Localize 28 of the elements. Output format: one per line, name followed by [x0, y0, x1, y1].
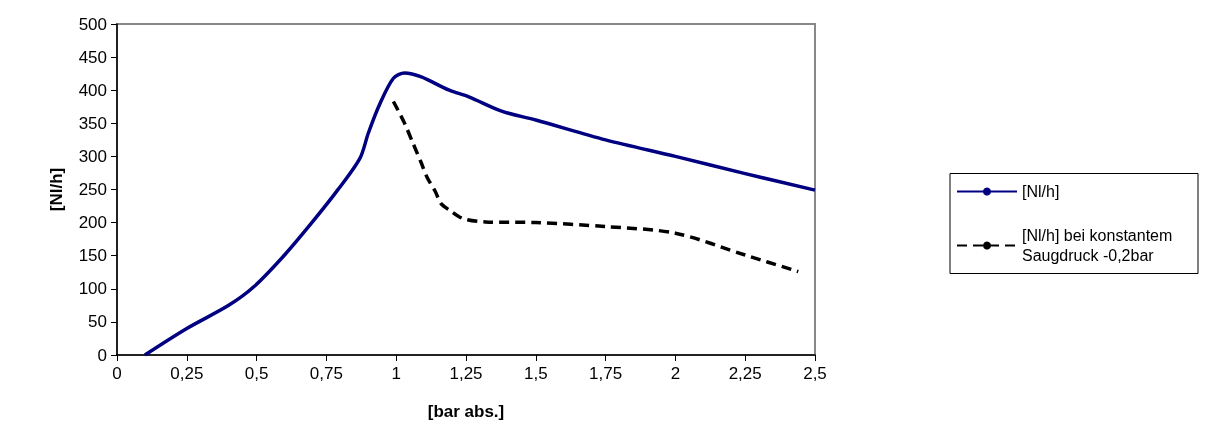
- y-tick-label: 150: [78, 246, 107, 266]
- y-tick-label: 50: [88, 312, 107, 332]
- x-axis-title: [bar abs.]: [427, 402, 505, 421]
- x-tick-label: 1,25: [449, 364, 483, 383]
- x-tick-label: 0,75: [309, 364, 343, 383]
- y-tick-label: 100: [78, 279, 107, 299]
- legend-label: [Nl/h]: [1022, 183, 1060, 200]
- y-axis-title: [Nl/h]: [47, 167, 66, 212]
- x-tick-label: 0: [112, 364, 122, 383]
- y-tick-label: 400: [78, 80, 107, 100]
- x-tick-label: 2: [670, 364, 681, 383]
- x-tick-label: 0,5: [244, 364, 269, 383]
- x-tick-label: 2,5: [803, 364, 827, 383]
- x-tick-label: 1: [391, 364, 401, 383]
- line-series: [391, 99, 800, 274]
- x-tick-label: 1,5: [523, 364, 548, 383]
- legend-label: [Nl/h] bei konstantem Saugdruck -0,2bar: [1022, 227, 1177, 264]
- y-tick-label: 200: [78, 213, 107, 233]
- x-tick-label: 1,75: [589, 364, 623, 383]
- x-tick-label: 2,25: [728, 364, 762, 383]
- y-tick-label: 350: [78, 113, 107, 133]
- y-tick-label: 250: [78, 180, 107, 199]
- y-tick-label: 500: [78, 14, 107, 34]
- x-tick-label: 0,25: [170, 364, 204, 383]
- line-series: [143, 71, 817, 357]
- y-tick-label: 450: [78, 47, 107, 67]
- y-tick-label: 0: [97, 345, 107, 365]
- y-tick-label: 300: [78, 146, 107, 166]
